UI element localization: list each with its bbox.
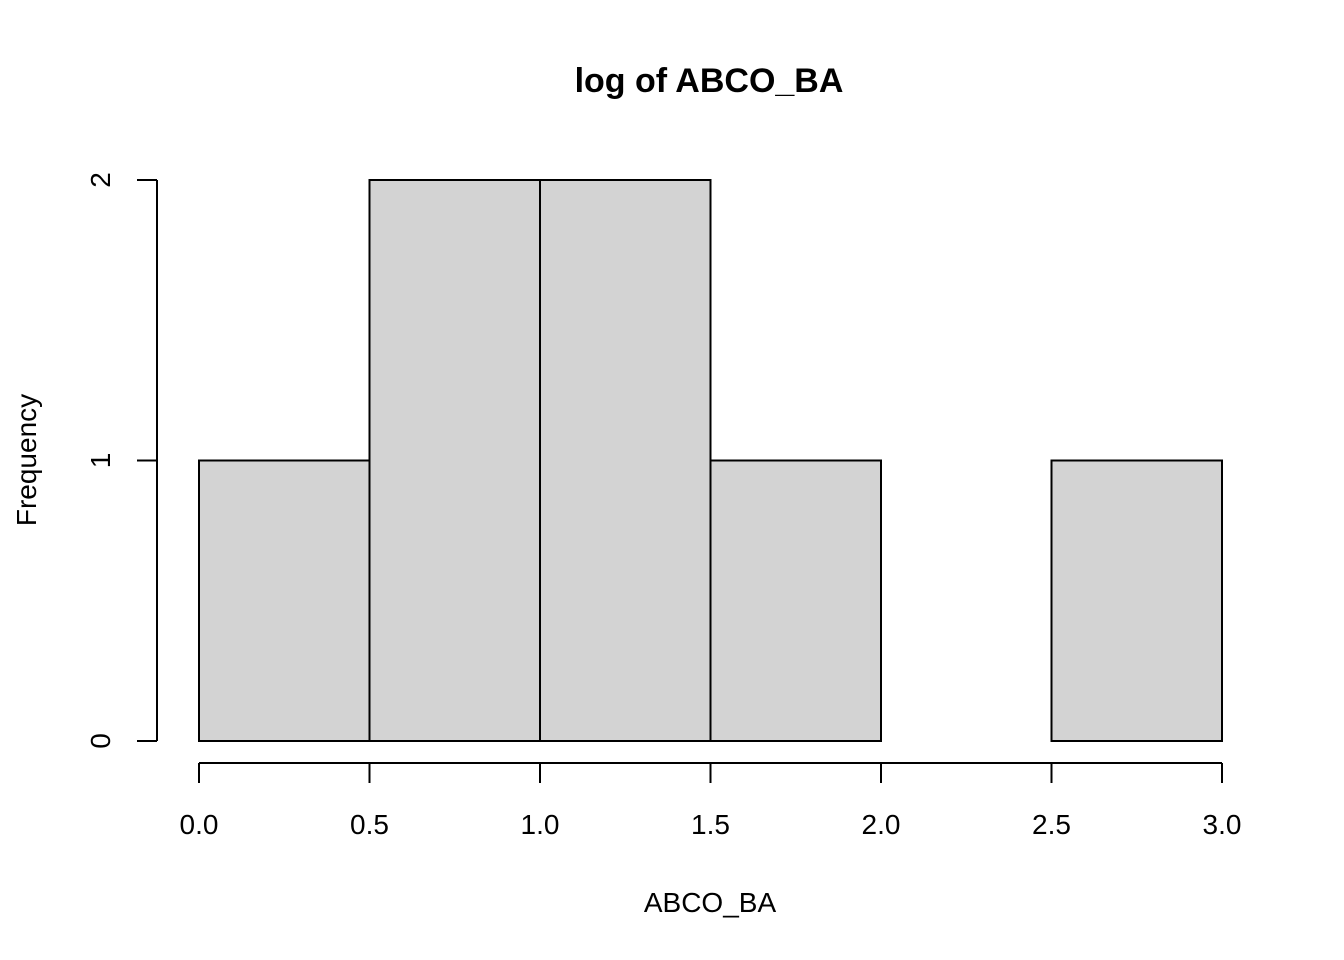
x-tick-label-1: 0.5 — [350, 809, 389, 840]
histogram-bar-3 — [709, 459, 882, 742]
histogram-bar-0 — [198, 459, 371, 742]
x-tick-label-3: 1.5 — [691, 809, 730, 840]
x-tick-label-4: 2.0 — [862, 809, 901, 840]
histogram-bar-1 — [368, 179, 541, 742]
x-tick-label-6: 3.0 — [1203, 809, 1242, 840]
histogram-bar-5 — [1050, 459, 1223, 742]
x-tick-label-0: 0.0 — [180, 809, 219, 840]
histogram-bar-2 — [539, 179, 712, 742]
y-tick-label-1: 1 — [85, 453, 116, 469]
bars-group — [198, 179, 1223, 742]
x-tick-label-5: 2.5 — [1032, 809, 1071, 840]
y-axis: 0 1 2 — [85, 172, 158, 749]
y-axis-label: Frequency — [11, 394, 42, 526]
y-tick-label-0: 0 — [85, 733, 116, 749]
x-axis: 0.0 0.5 1.0 1.5 2.0 2.5 3.0 — [180, 762, 1242, 840]
x-axis-label: ABCO_BA — [644, 887, 777, 918]
x-tick-label-2: 1.0 — [521, 809, 560, 840]
chart-title: log of ABCO_BA — [575, 62, 844, 100]
y-tick-label-2: 2 — [85, 172, 116, 188]
